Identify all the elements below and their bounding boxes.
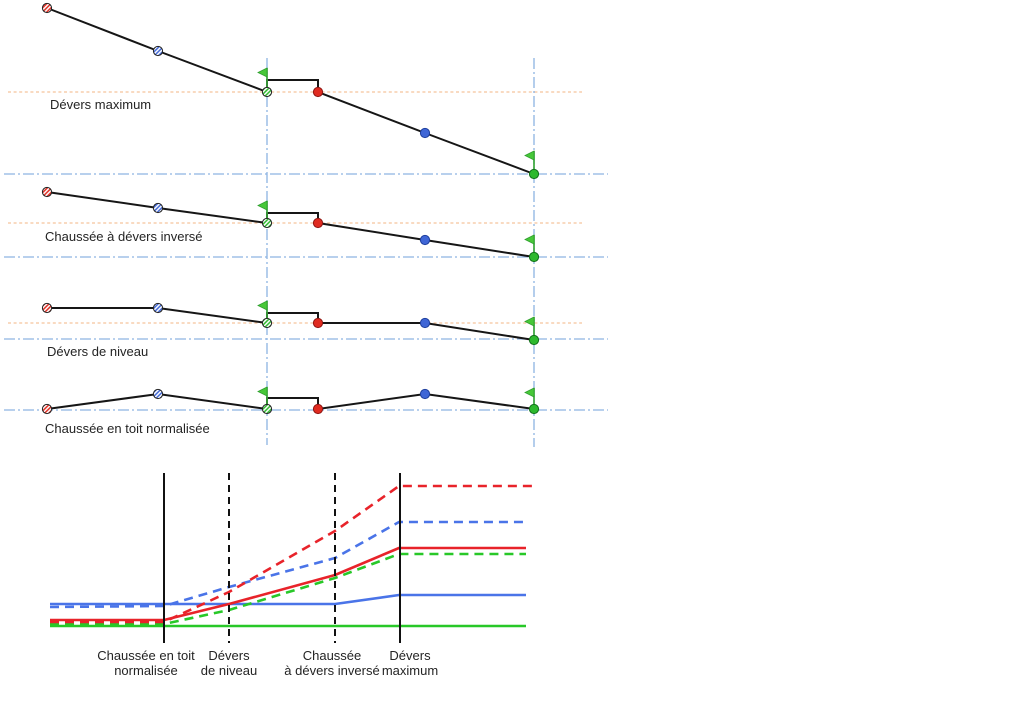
chart-stage-label-devers-de-niveau: Dévers de niveau	[200, 648, 258, 679]
section-4-red-hatched-point	[41, 403, 53, 415]
section-4-red-point	[312, 403, 324, 415]
section-2-green-hatched-point	[261, 217, 273, 229]
section-1-red-hatched-point	[41, 2, 53, 14]
section-label-devers-de-niveau: Dévers de niveau	[47, 344, 149, 359]
section-3-blue-point	[419, 317, 431, 329]
section-1-road-profile-line	[46, 7, 535, 175]
section-4-green-point	[528, 403, 540, 415]
section-2-green-point	[528, 251, 540, 263]
chart-curve-blue-dashed	[49, 520, 526, 609]
section-3-road-profile-line	[47, 307, 535, 341]
chart-stage-label-chaussee-en-toit-normalisee: Chaussée en toit normalisée	[97, 648, 195, 679]
chart-curve-green-dashed	[50, 552, 526, 626]
section-3-red-point	[312, 317, 324, 329]
chart-stage-label-devers-maximum: Dévers maximum	[381, 648, 439, 679]
section-3-blue-hatched-point	[152, 302, 164, 314]
section-2-road-profile-line	[46, 191, 535, 258]
section-4-blue-point	[419, 388, 431, 400]
section-4-blue-hatched-point	[152, 388, 164, 400]
chart-curve-red-solid	[50, 546, 526, 622]
section-2-blue-hatched-point	[152, 202, 164, 214]
section-2-red-hatched-point	[41, 186, 53, 198]
chart-curve-blue-solid	[50, 593, 526, 606]
section-label-chaussee-a-devers-inverse: Chaussée à dévers inversé	[45, 229, 203, 244]
section-1-blue-hatched-point	[152, 45, 164, 57]
section-3-green-point	[528, 334, 540, 346]
section-2-blue-point	[419, 234, 431, 246]
chart-curve-red-dashed	[50, 484, 533, 624]
section-1-green-hatched-point	[261, 86, 273, 98]
section-label-devers-maximum: Dévers maximum	[50, 97, 152, 112]
section-4-green-hatched-point	[261, 403, 273, 415]
section-2-red-point	[312, 217, 324, 229]
section-label-chaussee-en-toit-normalisee: Chaussée en toit normalisée	[45, 421, 210, 436]
section-3-red-hatched-point	[41, 302, 53, 314]
section-1-blue-point	[419, 127, 431, 139]
section-3-green-hatched-point	[261, 317, 273, 329]
section-1-green-point	[528, 168, 540, 180]
chart-stage-label-chaussee-a-devers-inverse: Chaussée à dévers inversé	[284, 648, 380, 679]
section-4-road-profile-line	[46, 392, 535, 411]
section-1-red-point	[312, 86, 324, 98]
